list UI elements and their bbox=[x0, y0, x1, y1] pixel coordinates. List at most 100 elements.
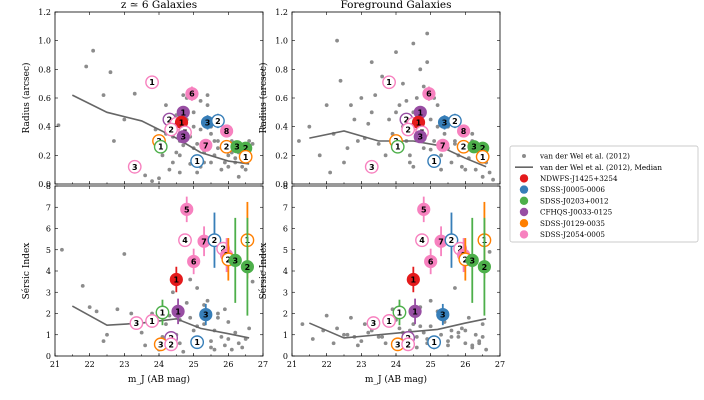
background-point bbox=[209, 339, 213, 344]
marker-circle bbox=[456, 124, 471, 138]
marker-label: 6 bbox=[191, 257, 197, 266]
axes-frame bbox=[54, 11, 264, 185]
marker-label: 1 bbox=[180, 108, 186, 117]
background-point bbox=[383, 153, 388, 158]
marker-label: 2 bbox=[215, 117, 221, 126]
marker-circle bbox=[401, 122, 416, 137]
background-point bbox=[191, 124, 196, 129]
background-point bbox=[191, 110, 196, 115]
background-point bbox=[101, 93, 106, 98]
marker-label: 5 bbox=[421, 205, 427, 214]
y-tick-label: 4 bbox=[46, 267, 51, 276]
background-point bbox=[226, 320, 231, 324]
marker-circle bbox=[401, 337, 416, 352]
background-point bbox=[439, 167, 443, 172]
marker-label: 1 bbox=[386, 78, 392, 87]
background-point bbox=[181, 143, 186, 148]
background-point bbox=[233, 156, 238, 161]
marker-label: 2 bbox=[404, 116, 410, 125]
background-point bbox=[170, 290, 175, 295]
marker-circle bbox=[427, 154, 442, 168]
marker-circle bbox=[187, 254, 201, 269]
legend-swatch bbox=[519, 196, 529, 205]
background-point bbox=[425, 60, 430, 65]
background-point bbox=[366, 330, 371, 335]
y-tick-label: 1.2 bbox=[275, 8, 288, 17]
legend-swatch bbox=[522, 154, 526, 158]
y-tick-label: 2 bbox=[46, 310, 51, 319]
background-point bbox=[219, 167, 224, 172]
background-point bbox=[60, 247, 64, 252]
background-point bbox=[216, 139, 220, 143]
background-point bbox=[480, 174, 485, 179]
y-tick-label: 3 bbox=[46, 288, 51, 297]
y-axis-label: Sérsic Index bbox=[21, 243, 32, 300]
marker-circle bbox=[390, 139, 405, 154]
background-point bbox=[366, 121, 371, 126]
background-point bbox=[383, 341, 388, 346]
background-point bbox=[184, 300, 189, 305]
legend-label: SDSS-J2054-0005 bbox=[540, 230, 605, 239]
background-point bbox=[160, 153, 165, 158]
background-point bbox=[449, 160, 454, 165]
background-point bbox=[470, 343, 475, 348]
marker-label: 7 bbox=[203, 141, 209, 150]
background-point bbox=[195, 170, 200, 175]
background-point bbox=[209, 160, 213, 165]
marker-label: 3 bbox=[417, 133, 423, 142]
background-point bbox=[401, 81, 405, 86]
background-point bbox=[181, 349, 186, 354]
background-point bbox=[56, 123, 61, 128]
marker-label: 1 bbox=[243, 153, 249, 162]
y-tick-label: 5 bbox=[46, 246, 51, 255]
background-point bbox=[446, 339, 450, 344]
background-point bbox=[181, 93, 186, 98]
background-point bbox=[250, 279, 255, 284]
background-point bbox=[177, 170, 182, 175]
background-point bbox=[229, 347, 234, 352]
marker-label: 1 bbox=[431, 157, 437, 166]
marker-circle bbox=[366, 316, 381, 330]
marker-label: 4 bbox=[182, 236, 188, 245]
marker-label: 1 bbox=[149, 78, 155, 87]
background-point bbox=[470, 131, 475, 136]
background-point bbox=[449, 334, 454, 339]
background-point bbox=[300, 322, 305, 327]
y-tick-label: 0.0 bbox=[275, 180, 288, 189]
background-point bbox=[355, 139, 360, 143]
background-point bbox=[349, 315, 353, 320]
background-point bbox=[170, 160, 175, 165]
marker-label: 2 bbox=[226, 255, 232, 264]
background-point bbox=[122, 252, 127, 256]
background-point bbox=[209, 131, 213, 136]
marker-circle bbox=[127, 159, 142, 174]
marker-label: 2 bbox=[168, 340, 174, 349]
marker-circle bbox=[199, 307, 213, 322]
marker-label: 3 bbox=[232, 256, 238, 265]
marker-label: 2 bbox=[461, 143, 467, 152]
background-point bbox=[453, 141, 457, 146]
y-tick-label: 0.0 bbox=[38, 180, 51, 189]
y-axis-label: Radius (arcsec) bbox=[21, 63, 32, 134]
panel-3: 5472162823211131323212122232425262701234… bbox=[21, 182, 268, 385]
background-point bbox=[129, 311, 134, 316]
background-point bbox=[167, 167, 172, 172]
marker-label: 5 bbox=[184, 205, 190, 214]
background-point bbox=[345, 332, 350, 337]
legend-label: NDWFS-J1425+3254 bbox=[540, 174, 618, 183]
background-point bbox=[157, 176, 161, 181]
background-point bbox=[380, 74, 385, 79]
y-tick-label: 1.0 bbox=[275, 37, 288, 46]
background-point bbox=[115, 307, 120, 312]
marker-label: 8 bbox=[224, 127, 230, 136]
panel-2: Foreground Galaxies136124125332872321311… bbox=[258, 0, 501, 189]
background-point bbox=[425, 31, 430, 36]
y-tick-label: 6 bbox=[283, 225, 288, 234]
marker-circle bbox=[190, 335, 205, 350]
background-point bbox=[222, 307, 227, 312]
marker-label: 3 bbox=[234, 143, 240, 152]
background-point bbox=[328, 170, 333, 175]
background-point bbox=[459, 164, 464, 169]
background-point bbox=[491, 177, 495, 182]
y-tick-label: 0.2 bbox=[275, 151, 288, 160]
